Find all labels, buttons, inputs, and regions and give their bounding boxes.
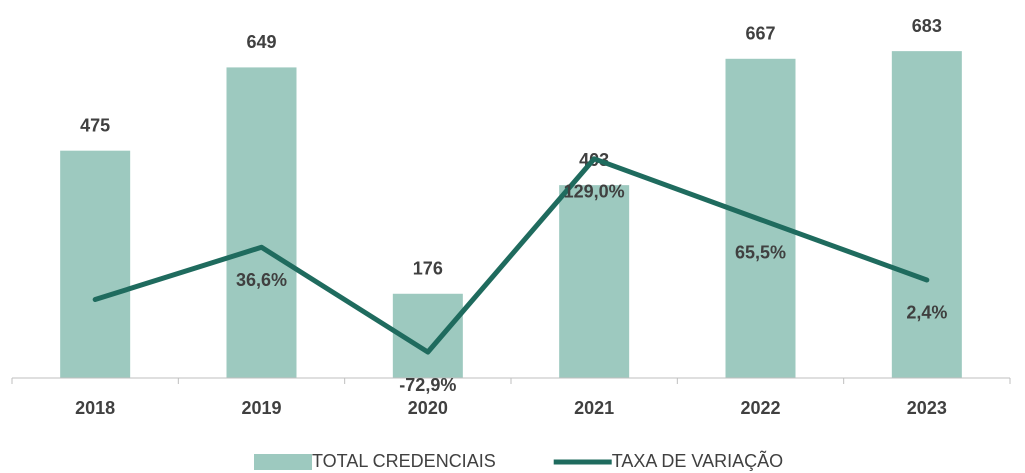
bar <box>226 67 297 379</box>
x-tick-label: 2023 <box>907 398 947 418</box>
bar-value-label: 475 <box>80 115 110 135</box>
legend-label: TAXA DE VARIAÇÃO <box>612 450 783 471</box>
bar <box>60 150 131 378</box>
legend-label: TOTAL CREDENCIAIS <box>312 451 496 471</box>
bar-value-label: 683 <box>912 16 942 36</box>
line-value-label: 65,5% <box>735 242 786 262</box>
x-tick-label: 2021 <box>574 398 614 418</box>
legend-swatch <box>254 454 312 470</box>
bar-value-label: 176 <box>413 259 443 279</box>
x-tick-label: 2020 <box>408 398 448 418</box>
x-tick-label: 2022 <box>740 398 780 418</box>
bar <box>559 185 630 378</box>
line-value-label: -72,9% <box>399 375 456 395</box>
bar-value-label: 667 <box>745 24 775 44</box>
line <box>92 156 930 355</box>
bar <box>891 51 962 379</box>
line-value-label: 129,0% <box>564 182 625 202</box>
x-tick-label: 2018 <box>75 398 115 418</box>
line-value-label: 2,4% <box>906 303 947 323</box>
bar-value-label: 649 <box>246 32 276 52</box>
line-value-label: 36,6% <box>236 270 287 290</box>
x-tick-label: 2019 <box>241 398 281 418</box>
